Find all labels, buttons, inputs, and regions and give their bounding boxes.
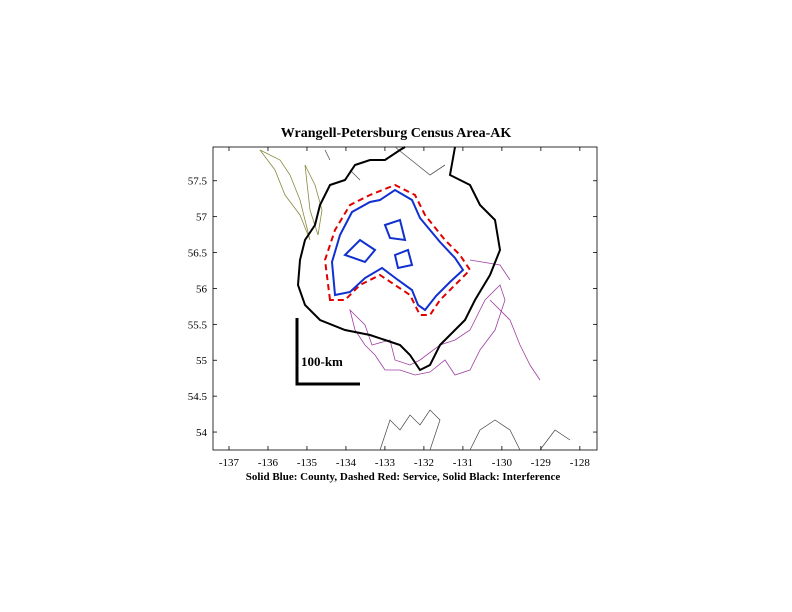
scale-label: 100-km — [301, 354, 343, 369]
x-tick-label: -133 — [375, 457, 396, 469]
x-tick-label: -131 — [453, 457, 473, 469]
x-tick-label: -135 — [297, 457, 318, 469]
x-tick-label: -132 — [414, 457, 434, 469]
y-tick-label: 57 — [196, 212, 208, 224]
y-tick-label: 54 — [196, 427, 208, 439]
x-tick-label: -136 — [258, 457, 279, 469]
legend-caption: Solid Blue: County, Dashed Red: Service,… — [246, 471, 561, 483]
x-tick-label: -137 — [219, 457, 240, 469]
x-tick-label: -130 — [492, 457, 513, 469]
interference-contour — [296, 146, 502, 372]
coastline-misc — [379, 409, 571, 451]
map-title: Wrangell-Petersburg Census Area-AK — [281, 126, 512, 141]
coastline-east — [469, 259, 541, 381]
x-tick-label: -128 — [570, 457, 591, 469]
x-tick-label: -129 — [531, 457, 552, 469]
plot-frame — [212, 146, 598, 451]
y-tick-label: 55 — [196, 355, 208, 367]
x-tick-label: -134 — [336, 457, 357, 469]
coastline-south — [349, 284, 506, 376]
coastline-island — [304, 164, 323, 236]
y-tick-label: 55.5 — [188, 319, 208, 331]
y-tick-label: 56 — [196, 283, 208, 295]
coastline-west — [259, 149, 311, 241]
y-tick-label: 57.5 — [188, 176, 208, 188]
county-boundary — [330, 188, 465, 312]
y-tick-label: 56.5 — [188, 248, 208, 260]
y-tick-label: 54.5 — [188, 391, 208, 403]
map-features — [259, 146, 571, 451]
scale-bar: 100-km — [295, 318, 360, 386]
scale-bar-line — [295, 318, 360, 386]
